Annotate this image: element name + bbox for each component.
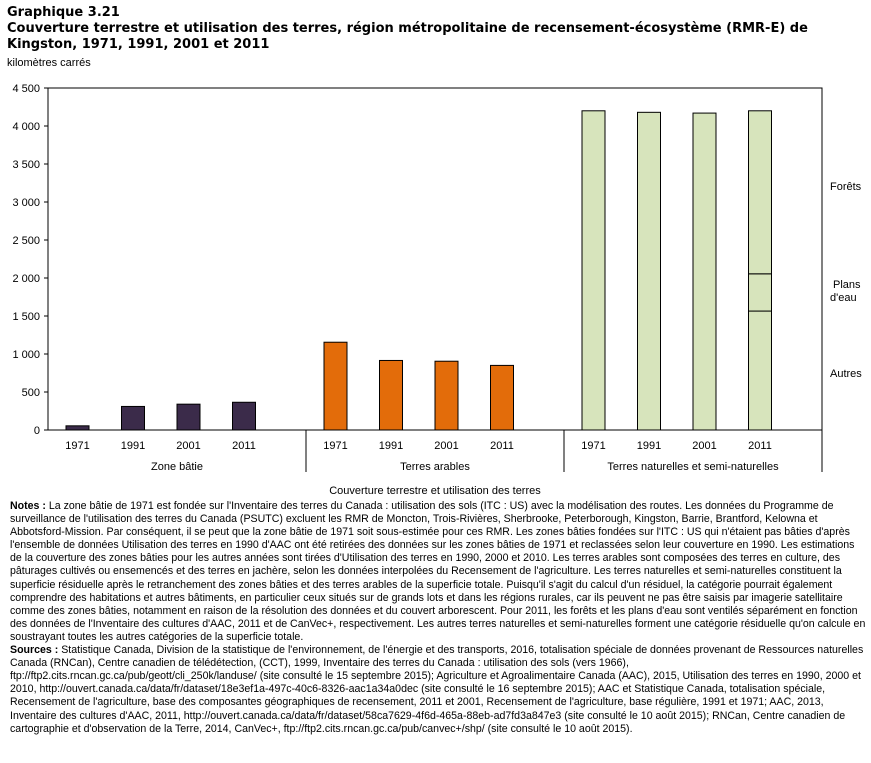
x-tick-label: 1991 xyxy=(121,440,145,452)
x-tick-label: 2001 xyxy=(434,440,458,452)
y-tick-label: 2 000 xyxy=(12,273,40,285)
y-tick-label: 1 000 xyxy=(12,349,40,361)
y-tick-label: 4 500 xyxy=(12,83,40,95)
bar xyxy=(490,364,514,431)
bar xyxy=(434,360,459,431)
x-tick-label: 2001 xyxy=(176,440,200,452)
legend-plans-deau-line1: Plans xyxy=(833,279,861,291)
bar xyxy=(637,111,661,431)
bar-segment xyxy=(748,110,772,275)
chart-title-block: Graphique 3.21 Couverture terrestre et u… xyxy=(7,5,867,53)
x-tick-label: 1991 xyxy=(379,440,403,452)
x-tick-label: 2011 xyxy=(232,440,256,452)
y-tick-label: 4 000 xyxy=(12,121,40,133)
bar xyxy=(232,401,256,431)
bar-segment xyxy=(748,310,772,431)
y-tick-label: 3 500 xyxy=(12,159,40,171)
y-tick-label: 0 xyxy=(34,425,40,437)
y-tick-label: 500 xyxy=(22,387,40,399)
x-tick-label: 2001 xyxy=(692,440,716,452)
chart-title: Couverture terrestre et utilisation des … xyxy=(7,21,808,52)
bar xyxy=(176,403,201,431)
notes-block: Notes : La zone bâtie de 1971 est fondée… xyxy=(10,500,866,736)
bar xyxy=(379,359,403,431)
notes-paragraph: Notes : La zone bâtie de 1971 est fondée… xyxy=(10,500,866,644)
x-axis-title: Couverture terrestre et utilisation des … xyxy=(329,485,541,497)
x-tick-label: 1971 xyxy=(581,440,605,452)
y-tick-label: 1 500 xyxy=(12,311,40,323)
x-tick-label: 2011 xyxy=(490,440,514,452)
bar xyxy=(65,425,90,431)
group-label: Terres arables xyxy=(400,461,470,473)
notes-text: La zone bâtie de 1971 est fondée sur l'I… xyxy=(10,500,866,643)
bar-segment xyxy=(748,273,772,312)
y-tick-label: 2 500 xyxy=(12,235,40,247)
x-tick-label: 1971 xyxy=(65,440,89,452)
sources-text: Statistique Canada, Division de la stati… xyxy=(10,644,864,735)
x-tick-label: 1971 xyxy=(323,440,347,452)
bar xyxy=(323,341,348,431)
sources-paragraph: Sources : Statistique Canada, Division d… xyxy=(10,644,866,736)
notes-label: Notes : xyxy=(10,500,46,512)
legend-plans-deau-line2: d'eau xyxy=(830,292,857,304)
bar xyxy=(692,112,717,431)
sources-label: Sources : xyxy=(10,644,59,657)
legend-forets: Forêts xyxy=(830,181,862,193)
figure-label: Graphique 3.21 xyxy=(7,5,120,20)
bar xyxy=(581,110,606,431)
y-tick-label: 3 000 xyxy=(12,197,40,209)
bar xyxy=(121,405,145,431)
y-unit-label: kilomètres carrés xyxy=(7,57,91,69)
x-tick-label: 1991 xyxy=(637,440,661,452)
bar-chart: 0 500 1 000 1 500 2 000 2 500 3 000 3 500 4 000 4… xyxy=(12,83,862,497)
legend-autres: Autres xyxy=(830,368,862,380)
group-label: Zone bâtie xyxy=(151,461,203,473)
x-tick-label: 2011 xyxy=(748,440,772,452)
group-label: Terres naturelles et semi-naturelles xyxy=(607,461,779,473)
